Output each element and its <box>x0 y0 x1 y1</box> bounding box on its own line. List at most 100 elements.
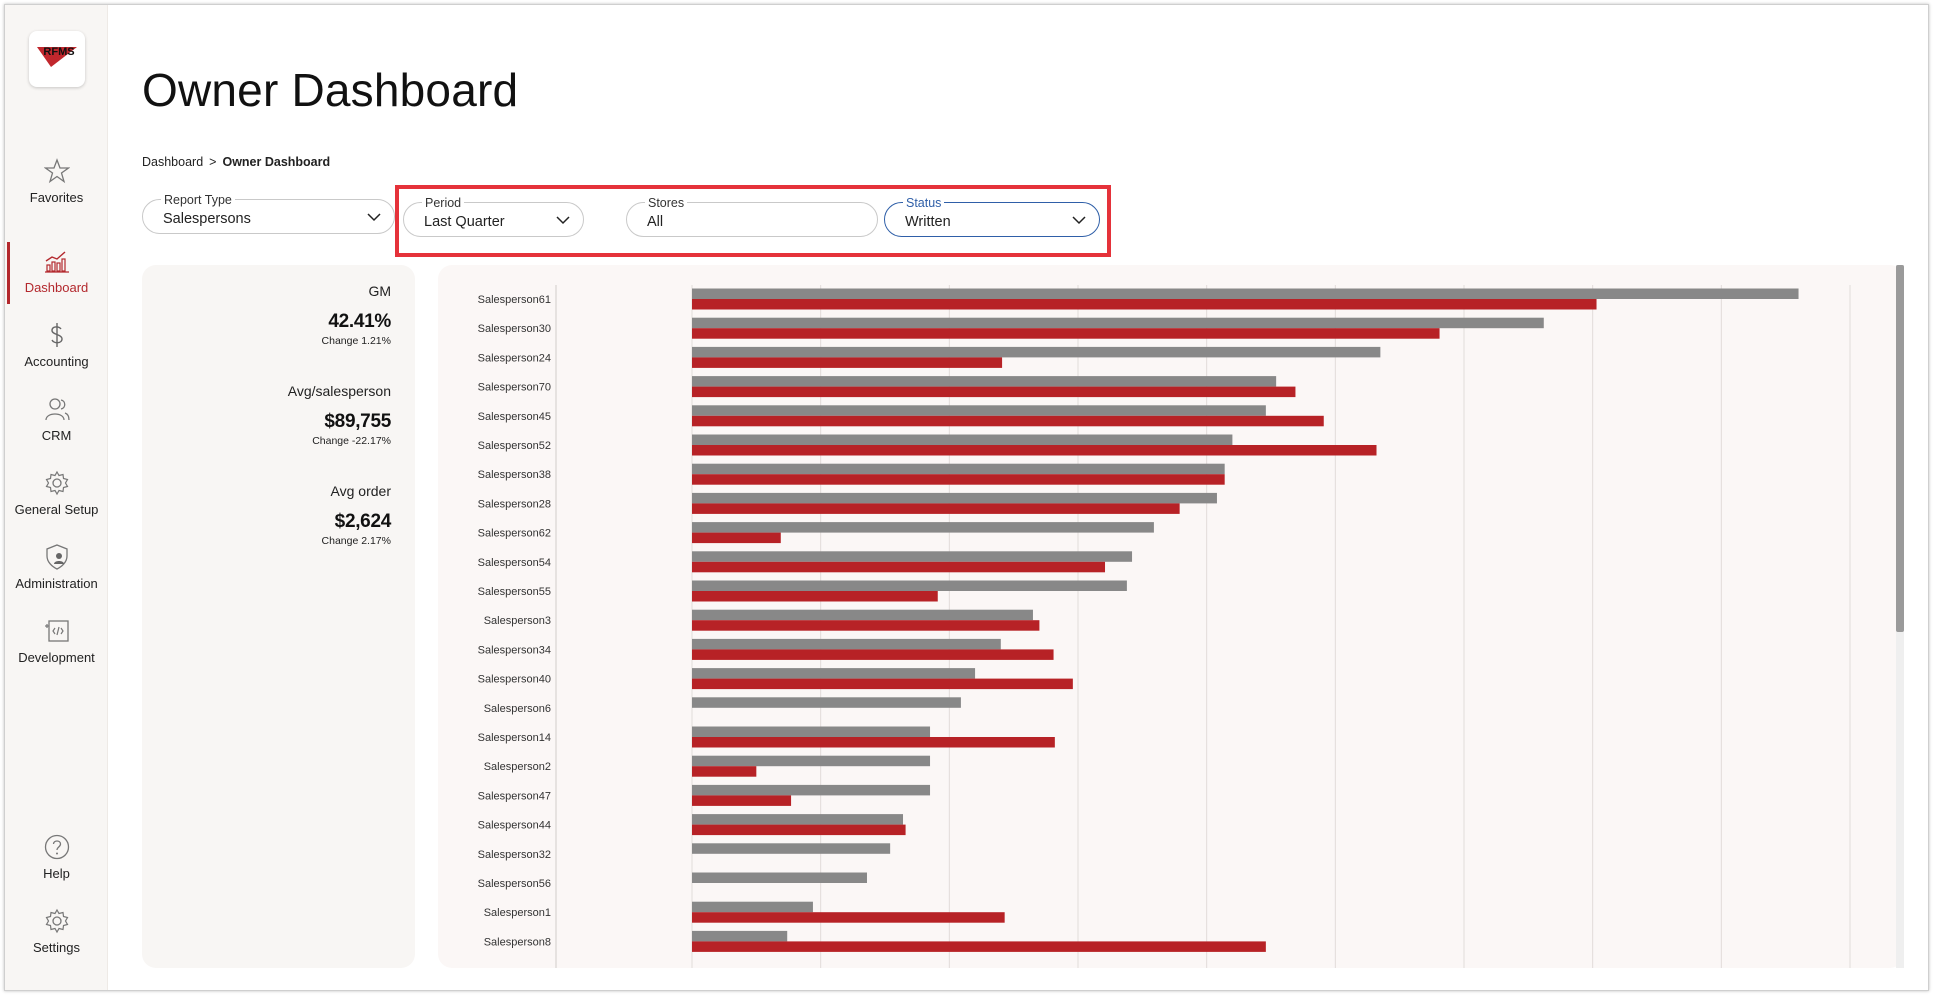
chart-bar-gray[interactable] <box>692 288 1799 300</box>
period-value: Last Quarter <box>424 214 505 230</box>
chart-bar-gray[interactable] <box>692 755 931 767</box>
chart-bar-gray[interactable] <box>692 843 891 854</box>
chart-category-label: Salesperson52 <box>478 440 551 452</box>
sidebar-item-favorites[interactable]: Favorites <box>5 158 108 218</box>
kpi-gm: GM 42.41% Change 1.21% <box>322 283 392 347</box>
sidebar-item-crm[interactable]: CRM <box>5 396 108 456</box>
chart-bar-gray[interactable] <box>692 872 867 884</box>
chart-category-label: Salesperson32 <box>478 849 551 861</box>
rfms-logo-icon: RFMS <box>37 46 77 67</box>
chart-bar-gray[interactable] <box>692 668 976 679</box>
chart-bar-red[interactable] <box>692 678 1073 690</box>
sidebar-item-help[interactable]: Help <box>5 834 108 894</box>
chart-bar-red[interactable] <box>692 386 1296 398</box>
chart-bar-gray[interactable] <box>692 726 931 738</box>
chart-bar-red[interactable] <box>692 737 1055 748</box>
report-type-select[interactable]: Report Type Salespersons <box>142 193 395 234</box>
kpi-title: Avg order <box>330 483 391 499</box>
period-select[interactable]: Period Last Quarter <box>403 196 584 237</box>
chart-category-label: Salesperson45 <box>478 411 551 423</box>
chart-category-label: Salesperson24 <box>478 352 551 364</box>
chart-category-label: Salesperson14 <box>478 732 551 744</box>
stores-label: Stores <box>645 196 688 210</box>
chart-bar-red[interactable] <box>692 795 792 806</box>
chart-bar-gray[interactable] <box>692 405 1266 416</box>
chart-bar-gray[interactable] <box>692 580 1127 592</box>
salesperson-bar-chart: Salesperson61 Salesperson30 Salesperson24 S… <box>478 285 1851 968</box>
chart-bar-red[interactable] <box>692 532 781 544</box>
users-icon <box>44 398 70 421</box>
breadcrumb-separator: > <box>209 155 217 169</box>
chart-bar-gray[interactable] <box>692 551 1133 562</box>
sidebar-item-general-setup[interactable]: General Setup <box>5 470 108 530</box>
chart-bar-red[interactable] <box>692 824 906 836</box>
chart-bar-red[interactable] <box>692 328 1440 339</box>
chart-category-label: Salesperson8 <box>484 936 551 948</box>
chart-bar-red[interactable] <box>692 474 1225 485</box>
sidebar-item-label: General Setup <box>14 502 99 517</box>
sidebar-item-administration[interactable]: Administration <box>5 544 108 604</box>
chart-bar-gray[interactable] <box>692 814 904 825</box>
sidebar: RFMS Favorites Dashboard Accou <box>5 5 108 990</box>
star-icon <box>43 158 70 184</box>
chart-scrollbar-thumb[interactable] <box>1896 265 1904 632</box>
chart-bar-gray[interactable] <box>692 317 1544 329</box>
chart-category-label: Salesperson3 <box>484 615 551 627</box>
report-type-label: Report Type <box>161 193 235 207</box>
chart-category-label: Salesperson47 <box>478 790 551 802</box>
period-label: Period <box>422 196 465 210</box>
chart-bar-red[interactable] <box>692 561 1106 573</box>
chart-category-label: Salesperson1 <box>484 907 551 919</box>
breadcrumb-dashboard-link[interactable]: Dashboard <box>142 155 204 169</box>
chart-bar-red[interactable] <box>692 357 1003 368</box>
chart-category-label: Salesperson55 <box>478 586 551 598</box>
chart-bar-gray[interactable] <box>692 901 813 913</box>
chart-category-label: Salesperson28 <box>478 498 551 510</box>
chart-bar-red[interactable] <box>692 445 1377 456</box>
breadcrumb: Dashboard > Owner Dashboard <box>142 155 330 169</box>
chart-bar-gray[interactable] <box>692 463 1225 475</box>
status-label: Status <box>903 196 945 210</box>
chart-category-label: Salesperson34 <box>478 644 551 656</box>
kpi-change: Change -22.17% <box>312 435 391 447</box>
sidebar-item-label: Help <box>43 866 70 881</box>
page-title: Owner Dashboard <box>142 64 519 116</box>
sidebar-item-accounting[interactable]: Accounting <box>5 322 108 382</box>
chevron-down-icon <box>367 213 381 222</box>
chart-bar-gray[interactable] <box>692 522 1154 533</box>
chart-bar-red[interactable] <box>692 591 938 602</box>
sidebar-item-label: Administration <box>15 576 98 591</box>
sidebar-item-development[interactable]: Development <box>5 618 108 678</box>
chart-bar-gray[interactable] <box>692 784 931 796</box>
chart-bar-gray[interactable] <box>692 376 1277 387</box>
status-select[interactable]: Status Written <box>884 196 1100 237</box>
chart-bar-gray[interactable] <box>692 609 1033 621</box>
rfms-logo[interactable]: RFMS <box>29 31 85 87</box>
chart-bar-red[interactable] <box>692 299 1597 310</box>
chart-bar-gray[interactable] <box>692 492 1217 504</box>
chart-bar-gray[interactable] <box>692 346 1381 358</box>
kpi-avg-order: Avg order $2,624 Change 2.17% <box>321 483 392 547</box>
kpi-change: Change 2.17% <box>321 535 391 547</box>
stores-select[interactable]: Stores All <box>626 196 878 237</box>
sidebar-item-dashboard[interactable]: Dashboard <box>5 248 108 308</box>
chart-bar-red[interactable] <box>692 941 1266 952</box>
chart-bar-gray[interactable] <box>692 697 961 708</box>
kpi-avg-salesperson: Avg/salesperson $89,755 Change -22.17% <box>288 383 392 447</box>
gear-icon <box>45 470 68 496</box>
stores-value: All <box>647 214 664 230</box>
chart-scrollbar[interactable] <box>1896 265 1904 968</box>
chart-bar-gray[interactable] <box>692 638 1001 650</box>
chart-bar-gray[interactable] <box>692 930 788 942</box>
chart-bar-red[interactable] <box>692 620 1040 631</box>
chart-category-label: Salesperson62 <box>478 528 551 540</box>
sidebar-item-settings[interactable]: Settings <box>5 908 108 968</box>
chart-bar-red[interactable] <box>692 649 1054 660</box>
chart-bar-gray[interactable] <box>692 434 1233 446</box>
sidebar-item-label: CRM <box>41 428 72 443</box>
chart-bar-red[interactable] <box>692 503 1180 514</box>
chevron-down-icon <box>556 216 570 225</box>
chart-bar-red[interactable] <box>692 415 1324 427</box>
chart-bar-red[interactable] <box>692 766 757 777</box>
chart-bar-red[interactable] <box>692 912 1005 923</box>
